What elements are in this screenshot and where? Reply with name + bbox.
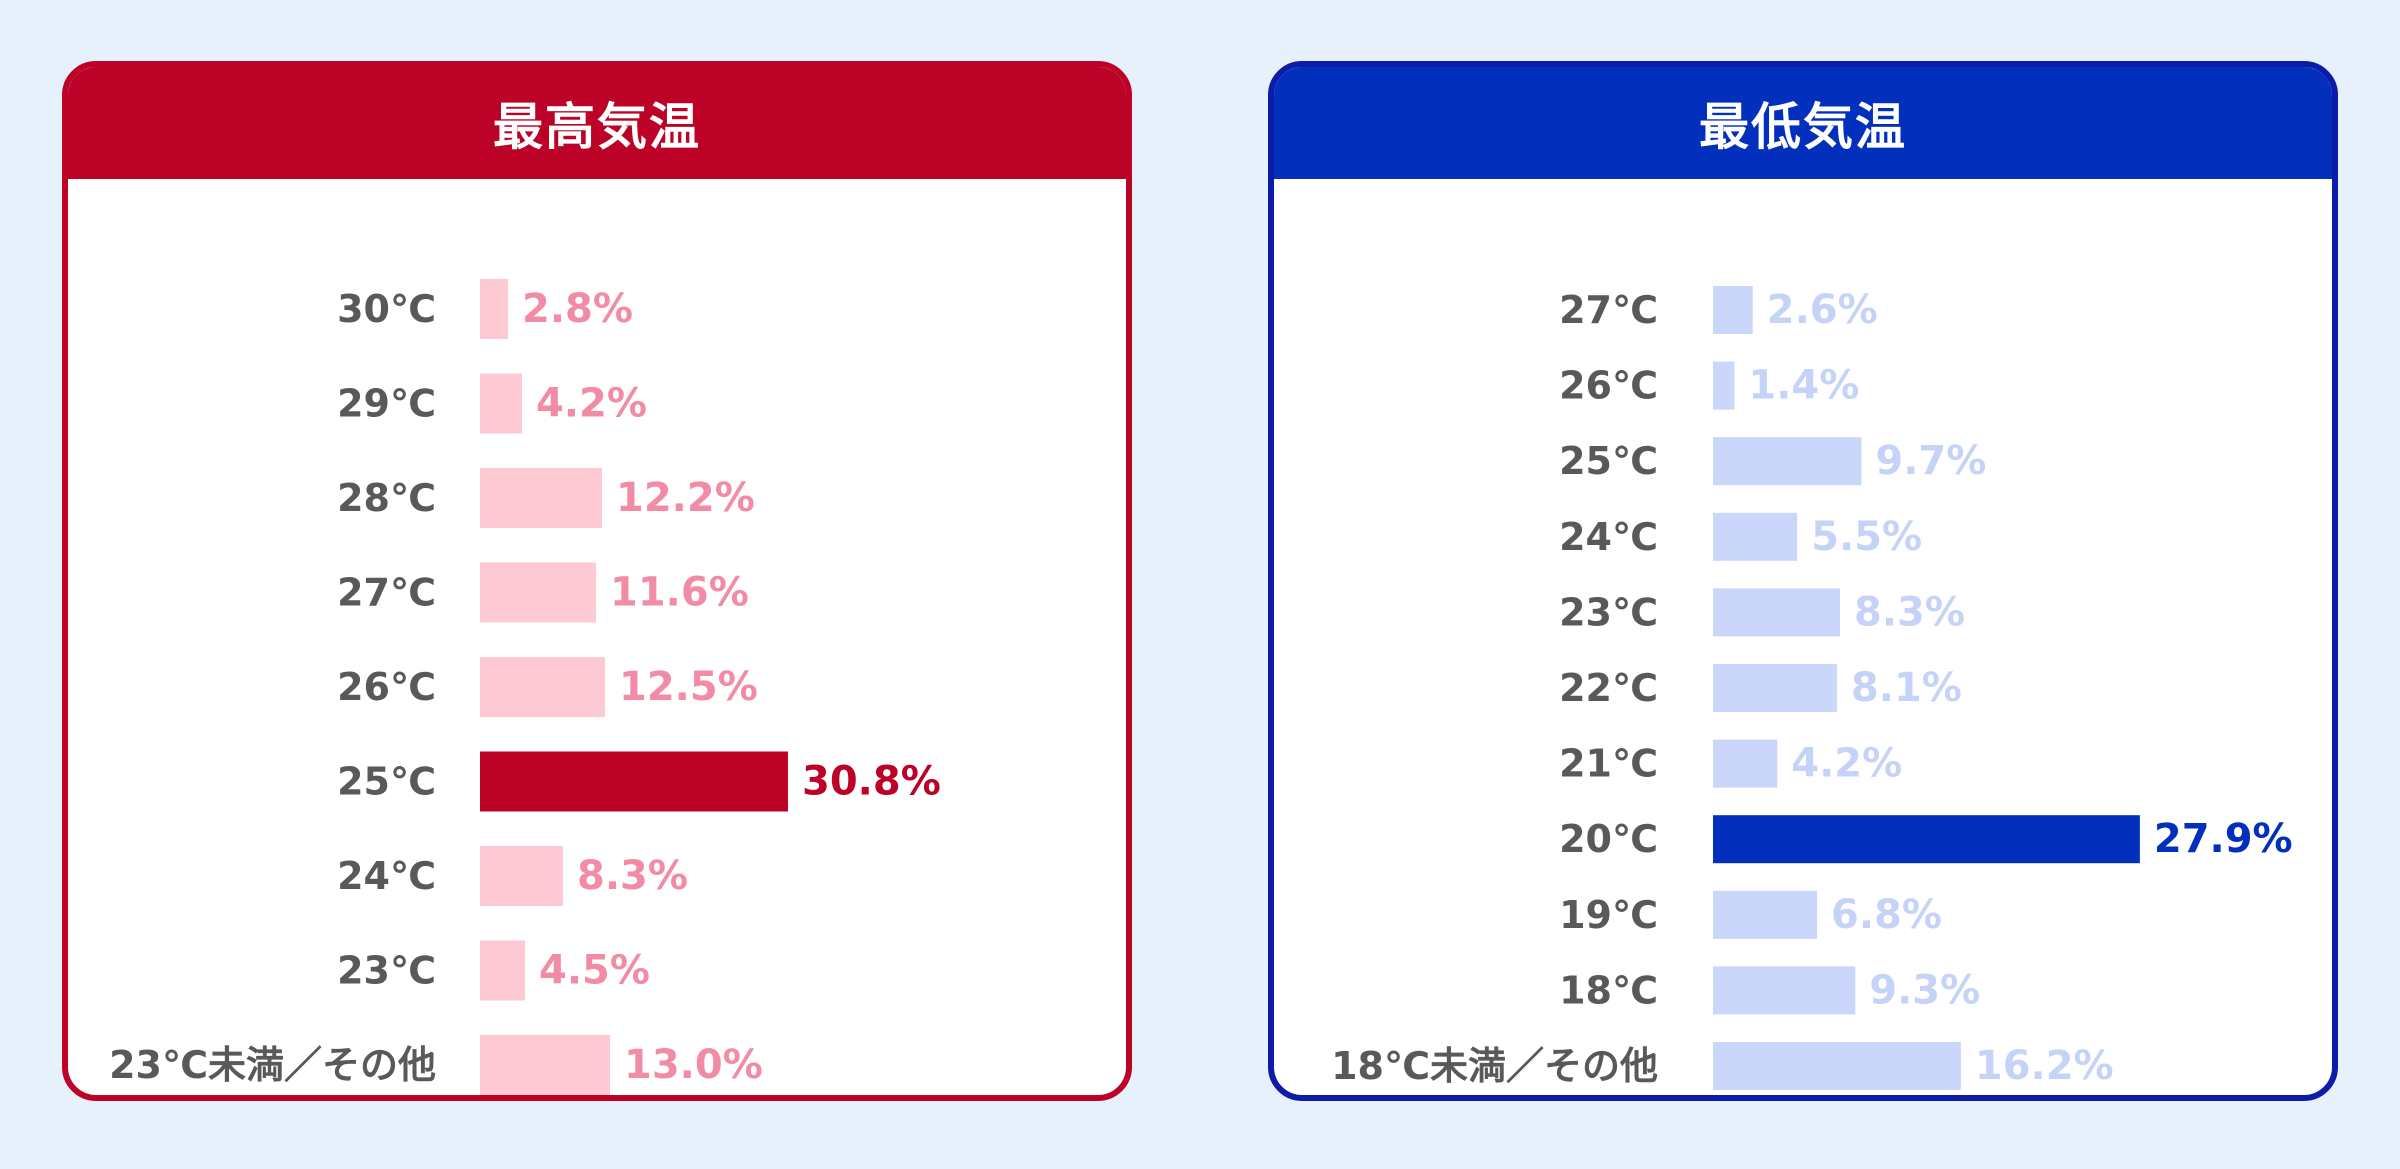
max-bar <box>480 846 563 906</box>
min-bar <box>1713 664 1837 712</box>
min-value-label: 16.2% <box>1975 1043 2114 1089</box>
max-category-label: 23℃未満／その他 <box>109 1043 436 1087</box>
max-category-label: 27℃ <box>337 571 436 615</box>
max-bar <box>480 468 602 528</box>
min-bar <box>1713 286 1753 334</box>
max-category-label: 28℃ <box>337 476 436 520</box>
min-value-label: 9.7% <box>1875 438 1986 484</box>
max-bar <box>480 751 788 812</box>
max-category-label: 24℃ <box>337 854 436 898</box>
max-category-label: 25℃ <box>337 760 436 804</box>
min-bar <box>1713 739 1778 788</box>
max-value-label: 11.6% <box>610 570 749 616</box>
max-value-label: 13.0% <box>624 1042 763 1088</box>
max-bar <box>480 940 525 1001</box>
min-category-label: 19℃ <box>1559 893 1658 937</box>
min-temp-header: 最低気温 <box>1274 67 2332 179</box>
min-value-label: 9.3% <box>1869 967 1980 1013</box>
min-category-label: 27℃ <box>1559 288 1658 332</box>
min-temp-chart: 27℃ 2.6% 26℃ 1.4% 25℃ 9.7% 24℃ 5.5% 23℃ 8.3% 22℃ 8.… <box>1331 286 2293 1090</box>
max-category-label: 26℃ <box>337 665 436 709</box>
max-temp-title: 最高気温 <box>493 98 701 156</box>
min-category-label: 24℃ <box>1559 515 1658 559</box>
min-value-label: 8.3% <box>1854 589 1965 635</box>
min-category-label: 25℃ <box>1559 439 1658 483</box>
max-category-label: 29℃ <box>337 382 436 426</box>
min-value-label: 6.8% <box>1831 892 1942 938</box>
max-category-label: 23℃ <box>337 949 436 993</box>
min-bar <box>1713 815 2140 864</box>
min-category-label: 21℃ <box>1559 742 1658 786</box>
max-value-label: 2.8% <box>522 286 633 332</box>
max-bar <box>480 373 522 434</box>
min-bar <box>1713 1042 1961 1090</box>
min-value-label: 5.5% <box>1811 514 1922 560</box>
min-value-label: 4.2% <box>1791 741 1902 787</box>
min-bar <box>1713 361 1735 410</box>
max-value-label: 30.8% <box>802 759 941 805</box>
min-category-label: 26℃ <box>1559 364 1658 408</box>
max-temp-panel: 最高気温 30℃ 2.8% 29℃ 4.2% 28℃ 12.2% 27℃ 11.6% 26℃ 12… <box>62 61 1132 1101</box>
max-bar <box>480 1035 610 1095</box>
min-bar <box>1713 890 1818 939</box>
max-value-label: 8.3% <box>577 853 688 899</box>
min-category-label: 18℃ <box>1559 968 1658 1012</box>
max-bar <box>480 657 605 717</box>
max-value-label: 4.2% <box>536 381 647 427</box>
max-value-label: 12.5% <box>619 664 758 710</box>
min-value-label: 1.4% <box>1748 363 1859 409</box>
min-temp-title: 最低気温 <box>1699 98 1907 156</box>
min-bar <box>1713 512 1798 561</box>
min-category-label: 20℃ <box>1559 817 1658 861</box>
max-bar <box>480 562 596 623</box>
min-category-label: 23℃ <box>1559 590 1658 634</box>
max-category-label: 30℃ <box>337 287 436 331</box>
min-temp-panel: 最低気温 27℃ 2.6% 26℃ 1.4% 25℃ 9.7% 24℃ 5.5% 23℃ 8.3%… <box>1268 61 2338 1101</box>
max-value-label: 12.2% <box>616 475 755 521</box>
min-bar <box>1713 588 1840 637</box>
min-bar <box>1713 966 1856 1015</box>
max-bar <box>480 279 508 339</box>
min-value-label: 27.9% <box>2154 816 2293 862</box>
min-value-label: 8.1% <box>1851 665 1962 711</box>
min-value-label: 2.6% <box>1767 287 1878 333</box>
max-value-label: 4.5% <box>539 948 650 994</box>
max-temp-header: 最高気温 <box>68 67 1126 179</box>
min-bar <box>1713 437 1862 486</box>
min-category-label: 18℃未満／その他 <box>1331 1044 1658 1088</box>
min-category-label: 22℃ <box>1559 666 1658 710</box>
max-temp-chart: 30℃ 2.8% 29℃ 4.2% 28℃ 12.2% 27℃ 11.6% 26℃ 12.5% 25… <box>109 279 941 1095</box>
